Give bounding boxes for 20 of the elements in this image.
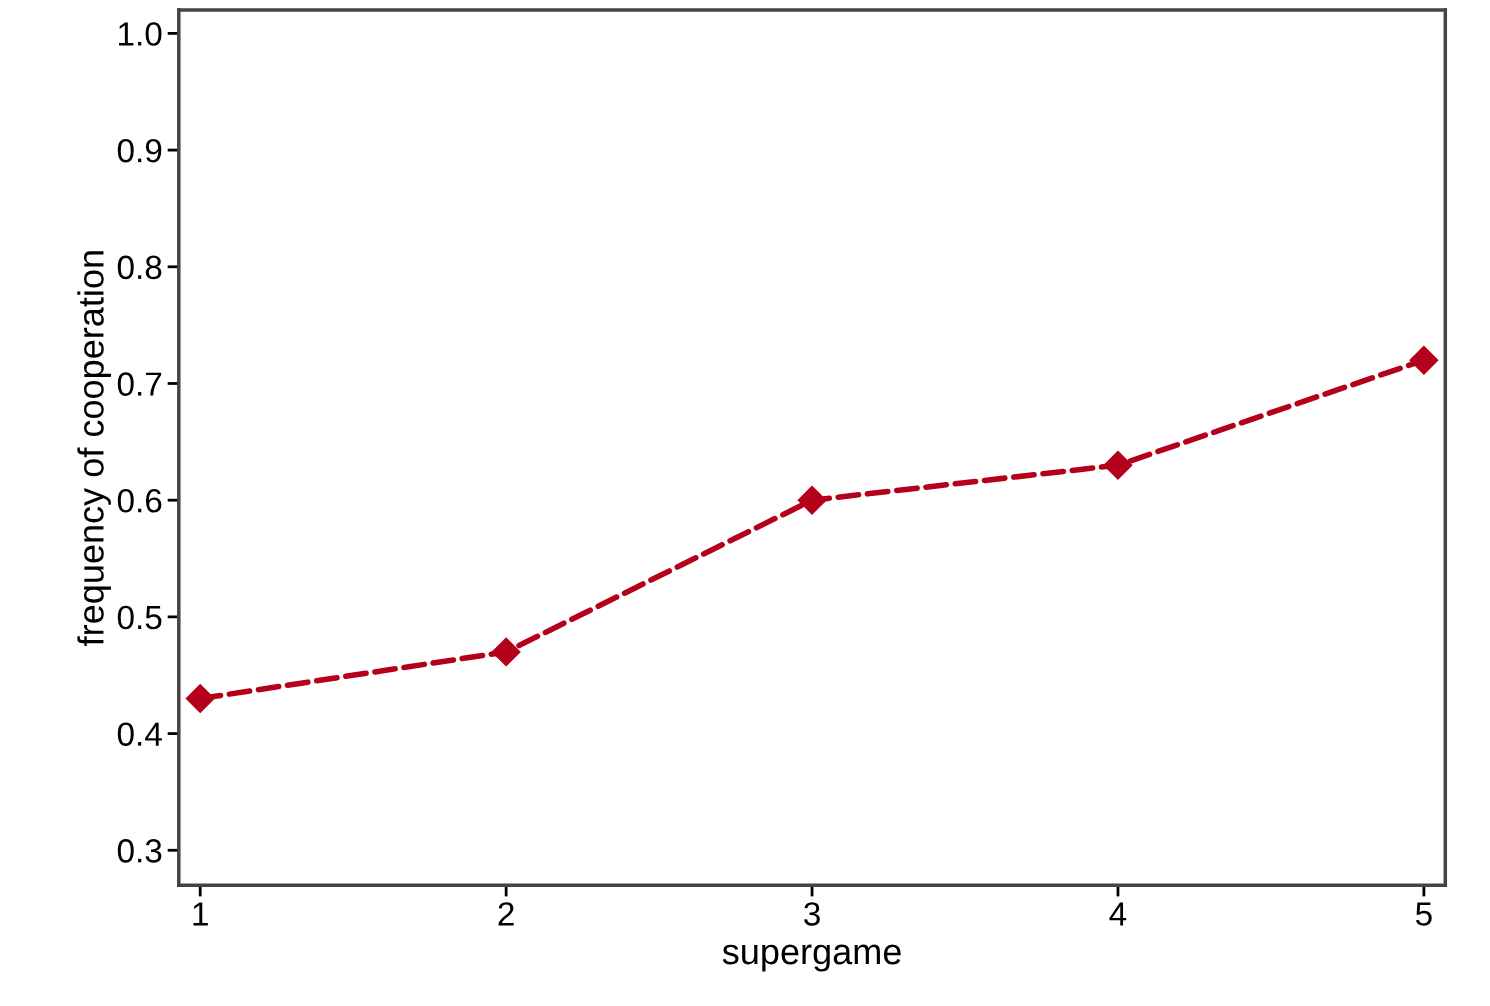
y-tick-label: 0.7 bbox=[117, 372, 162, 396]
x-tick-label: 3 bbox=[804, 902, 820, 926]
x-tick-label: 5 bbox=[1415, 902, 1432, 926]
y-axis-title: frequency of cooperation bbox=[77, 251, 111, 646]
point bbox=[185, 684, 215, 714]
y-tick-label: 0.4 bbox=[117, 722, 162, 746]
y-tick-label: 1.0 bbox=[119, 22, 162, 46]
x-axis-title: supergame bbox=[722, 944, 901, 972]
y-tick-label: 0.8 bbox=[117, 255, 162, 280]
point bbox=[1103, 450, 1133, 480]
y-tick-label: 0.6 bbox=[117, 488, 162, 513]
y-tick-label: 0.5 bbox=[117, 605, 162, 630]
x-tick-label: 1 bbox=[193, 902, 208, 926]
point bbox=[797, 485, 827, 515]
point bbox=[491, 637, 521, 667]
y-tick-label: 0.9 bbox=[117, 138, 162, 163]
x-tick-label: 4 bbox=[1109, 902, 1127, 926]
x-tick-label: 2 bbox=[498, 902, 514, 926]
point bbox=[1409, 345, 1439, 375]
y-tick-label: 0.3 bbox=[117, 839, 162, 863]
